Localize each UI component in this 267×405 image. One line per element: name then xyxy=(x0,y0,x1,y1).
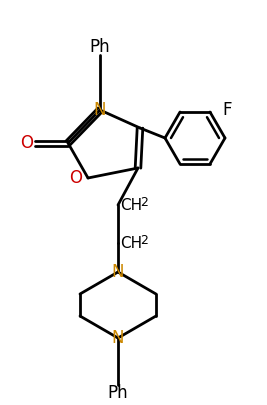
Text: Ph: Ph xyxy=(108,384,128,402)
Text: N: N xyxy=(112,329,124,347)
Text: Ph: Ph xyxy=(90,38,110,56)
Text: O: O xyxy=(69,169,82,187)
Text: CH: CH xyxy=(120,198,142,213)
Text: CH: CH xyxy=(120,235,142,251)
Text: F: F xyxy=(222,101,231,119)
Text: O: O xyxy=(20,134,33,152)
Text: N: N xyxy=(94,101,106,119)
Text: 2: 2 xyxy=(140,196,148,209)
Text: N: N xyxy=(112,263,124,281)
Text: 2: 2 xyxy=(140,234,148,247)
